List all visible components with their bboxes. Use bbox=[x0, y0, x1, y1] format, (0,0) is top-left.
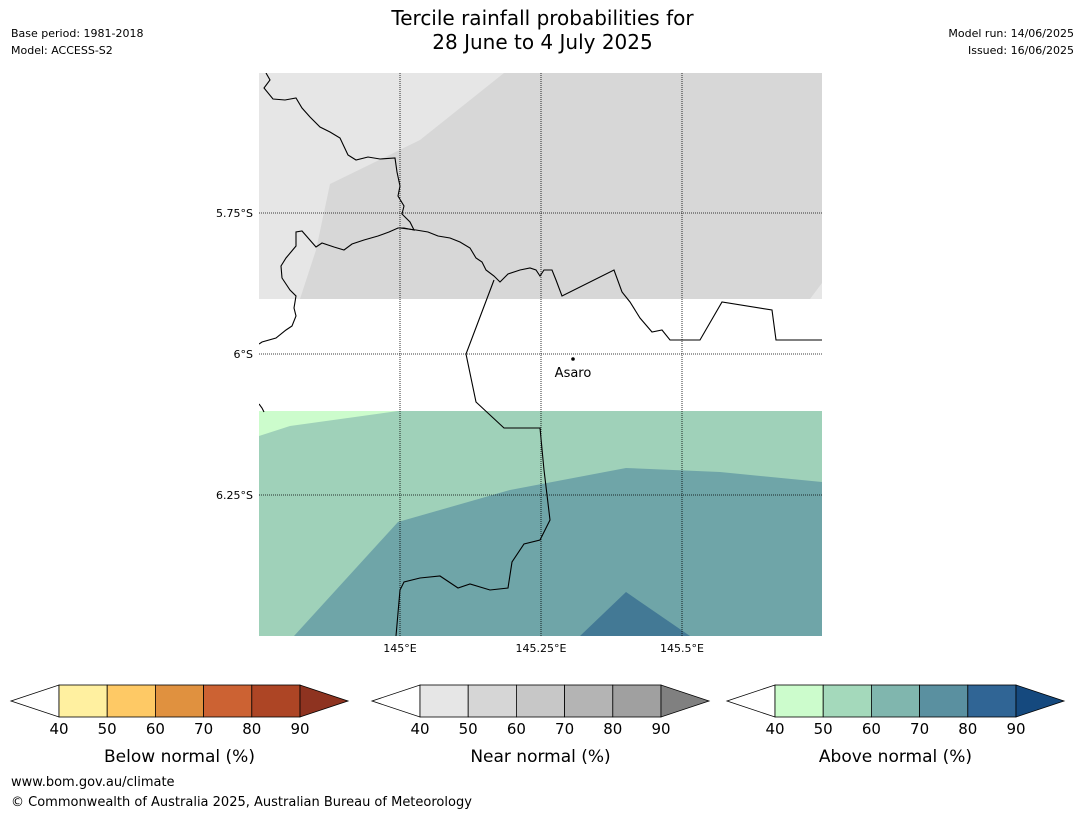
below-normal-legend-tick: 50 bbox=[98, 720, 117, 738]
above-normal-legend-under-arrow bbox=[725, 684, 776, 718]
below-normal-legend-tick: 90 bbox=[290, 720, 309, 738]
near-normal-legend-swatch bbox=[467, 684, 517, 718]
near-normal-legend-tick: 40 bbox=[410, 720, 429, 738]
above-normal-legend-tick: 80 bbox=[958, 720, 977, 738]
near-normal-legend-tick: 60 bbox=[507, 720, 526, 738]
below-normal-legend-swatch bbox=[106, 684, 156, 718]
below-normal-legend: 40 50 60 70 80 90 Below normal (%) bbox=[9, 684, 350, 767]
above-normal-legend-swatch bbox=[774, 684, 824, 718]
axis-labels: 5.75°S 6°S 6.25°S 145°E 145.25°E 145.5°E bbox=[216, 207, 704, 655]
legends: 40 50 60 70 80 90 Below normal (%) 40 50 60 70 80 90… bbox=[9, 684, 1066, 767]
lon-label-145: 145°E bbox=[383, 642, 416, 655]
below-normal-legend-over-arrow bbox=[299, 684, 350, 718]
lon-label-145-25: 145.25°E bbox=[516, 642, 567, 655]
above-normal-legend-swatch bbox=[967, 684, 1017, 718]
near-normal-legend-tick: 50 bbox=[459, 720, 478, 738]
below-normal-legend-tick: 40 bbox=[49, 720, 68, 738]
near-normal-legend-swatch bbox=[564, 684, 614, 718]
below-normal-legend-tick: 60 bbox=[146, 720, 165, 738]
near-normal-legend-under-arrow bbox=[370, 684, 421, 718]
lat-label-6-25: 6.25°S bbox=[216, 489, 253, 502]
map-plot-area: Asaro bbox=[259, 73, 822, 636]
below-normal-legend-under-arrow bbox=[9, 684, 60, 718]
above-normal-legend: 40 50 60 70 80 90 Above normal (%) bbox=[725, 684, 1066, 767]
above-normal-legend-swatch bbox=[919, 684, 969, 718]
lat-label-5-75: 5.75°S bbox=[216, 207, 253, 220]
footer-website: www.bom.gov.au/climate bbox=[11, 775, 175, 790]
near-normal-legend-swatch bbox=[419, 684, 469, 718]
place-label-asaro: Asaro bbox=[555, 366, 592, 381]
asaro-marker bbox=[571, 357, 575, 361]
header-left-meta: Base period: 1981-2018 Model: ACCESS-S2 bbox=[11, 25, 143, 59]
near-normal-50-region bbox=[300, 73, 822, 299]
footer: www.bom.gov.au/climate © Commonwealth of… bbox=[11, 773, 472, 813]
near-normal-legend-over-arrow bbox=[660, 684, 711, 718]
above-normal-60-region bbox=[294, 468, 822, 636]
above-normal-legend-tick: 90 bbox=[1006, 720, 1025, 738]
above-normal-legend-tick: 40 bbox=[765, 720, 784, 738]
above-normal-legend-tick: 50 bbox=[814, 720, 833, 738]
title-line-1: Tercile rainfall probabilities for bbox=[391, 6, 694, 30]
above-normal-legend-tick: 70 bbox=[910, 720, 929, 738]
model-text: Model: ACCESS-S2 bbox=[11, 44, 113, 57]
model-run-text: Model run: 14/06/2025 bbox=[948, 27, 1074, 40]
above-normal-legend-swatch bbox=[871, 684, 921, 718]
district-border-north bbox=[395, 279, 551, 636]
footer-copyright: © Commonwealth of Australia 2025, Austra… bbox=[11, 795, 472, 810]
above-normal-legend-over-arrow bbox=[1015, 684, 1066, 718]
below-normal-legend-swatch bbox=[58, 684, 108, 718]
near-normal-legend-tick: 90 bbox=[651, 720, 670, 738]
below-normal-legend-tick: 80 bbox=[242, 720, 261, 738]
base-period-text: Base period: 1981-2018 bbox=[11, 27, 144, 40]
issued-text: Issued: 16/06/2025 bbox=[967, 44, 1074, 57]
near-normal-legend-swatch bbox=[516, 684, 566, 718]
provincial-border bbox=[399, 227, 822, 341]
below-normal-legend-title: Below normal (%) bbox=[104, 747, 255, 767]
lat-label-6: 6°S bbox=[234, 348, 253, 361]
below-normal-legend-swatch bbox=[251, 684, 301, 718]
header-right-meta: Model run: 14/06/2025 Issued: 16/06/2025 bbox=[948, 25, 1074, 59]
below-normal-legend-tick: 70 bbox=[194, 720, 213, 738]
below-normal-legend-swatch bbox=[154, 684, 204, 718]
coastline-fragment bbox=[259, 403, 265, 413]
near-normal-legend-tick: 80 bbox=[603, 720, 622, 738]
above-normal-legend-title: Above normal (%) bbox=[819, 747, 972, 767]
lon-label-145-5: 145.5°E bbox=[660, 642, 704, 655]
above-normal-70-region bbox=[580, 592, 690, 636]
near-normal-legend-title: Near normal (%) bbox=[470, 747, 610, 767]
map-title: Tercile rainfall probabilities for 28 Ju… bbox=[0, 6, 1085, 54]
near-normal-legend-tick: 70 bbox=[555, 720, 574, 738]
above-normal-legend-tick: 60 bbox=[862, 720, 881, 738]
below-normal-legend-swatch bbox=[203, 684, 253, 718]
title-line-2: 28 June to 4 July 2025 bbox=[432, 30, 653, 54]
near-normal-legend: 40 50 60 70 80 90 Near normal (%) bbox=[370, 684, 711, 767]
above-normal-legend-swatch bbox=[822, 684, 872, 718]
near-normal-legend-swatch bbox=[612, 684, 662, 718]
